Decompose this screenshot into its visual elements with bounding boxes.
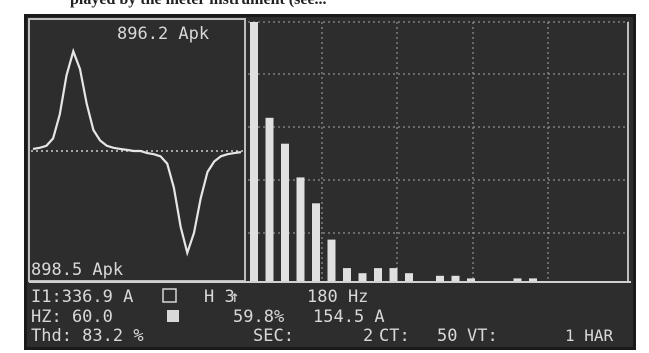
waveform-trace (32, 47, 242, 257)
harmonic-bar (312, 203, 320, 281)
lock-icon[interactable] (167, 310, 179, 322)
page-header-fragment: played by the meter instrument (see... (70, 0, 327, 9)
harmonic-bar (405, 273, 413, 281)
harmonic-bar (358, 273, 367, 281)
peak-bottom-label: 898.5 Apk (31, 260, 123, 280)
page-header-clip: played by the meter instrument (see... (0, 0, 649, 10)
peak-top-label: 896.2 Apk (117, 24, 209, 44)
meter-display: 896.2 Apk 898.5 Apk I1:336.9 A H 3 ↑ 180… (24, 14, 636, 350)
sec-value: 2 (363, 326, 373, 346)
harmonic-grid (248, 21, 629, 281)
harmonic-bar (436, 275, 444, 281)
ct-value: 50 (437, 326, 457, 346)
harmonic-bar (327, 239, 336, 281)
ct-label[interactable]: CT: (379, 326, 410, 346)
hz-readout: HZ: 60.0 (31, 307, 113, 327)
harmonic-bar (513, 278, 522, 281)
percent-readout: 59.8% (233, 307, 284, 327)
harmonic-bar (343, 268, 351, 282)
amps-readout: 154.5 A (313, 307, 385, 327)
keypad-icon[interactable] (162, 288, 177, 303)
harmonic-number: H 3 (204, 287, 235, 307)
harmonic-bar (296, 177, 305, 281)
display-canvas: 896.2 Apk 898.5 Apk I1:336.9 A H 3 ↑ 180… (28, 18, 631, 346)
harmonic-bar (451, 275, 460, 281)
current-readout: I1:336.9 A (31, 287, 133, 307)
sec-label[interactable]: SEC: (253, 326, 294, 346)
harmonic-bar (467, 278, 475, 281)
harmonic-bar (281, 143, 289, 281)
harmonic-bar (250, 22, 258, 281)
harmonic-bars (250, 22, 537, 282)
harmonic-bar (265, 117, 274, 281)
frequency-readout: 180 Hz (307, 287, 368, 307)
mode-label[interactable]: 1 HAR (565, 326, 614, 345)
thd-readout: Thd: 83.2 % (31, 326, 144, 346)
vt-label[interactable]: VT: (467, 326, 498, 346)
arrow-up-icon[interactable]: ↑ (230, 287, 240, 306)
harmonic-bar (374, 268, 382, 282)
harmonic-bar (389, 268, 398, 282)
harmonic-bar (529, 278, 537, 281)
